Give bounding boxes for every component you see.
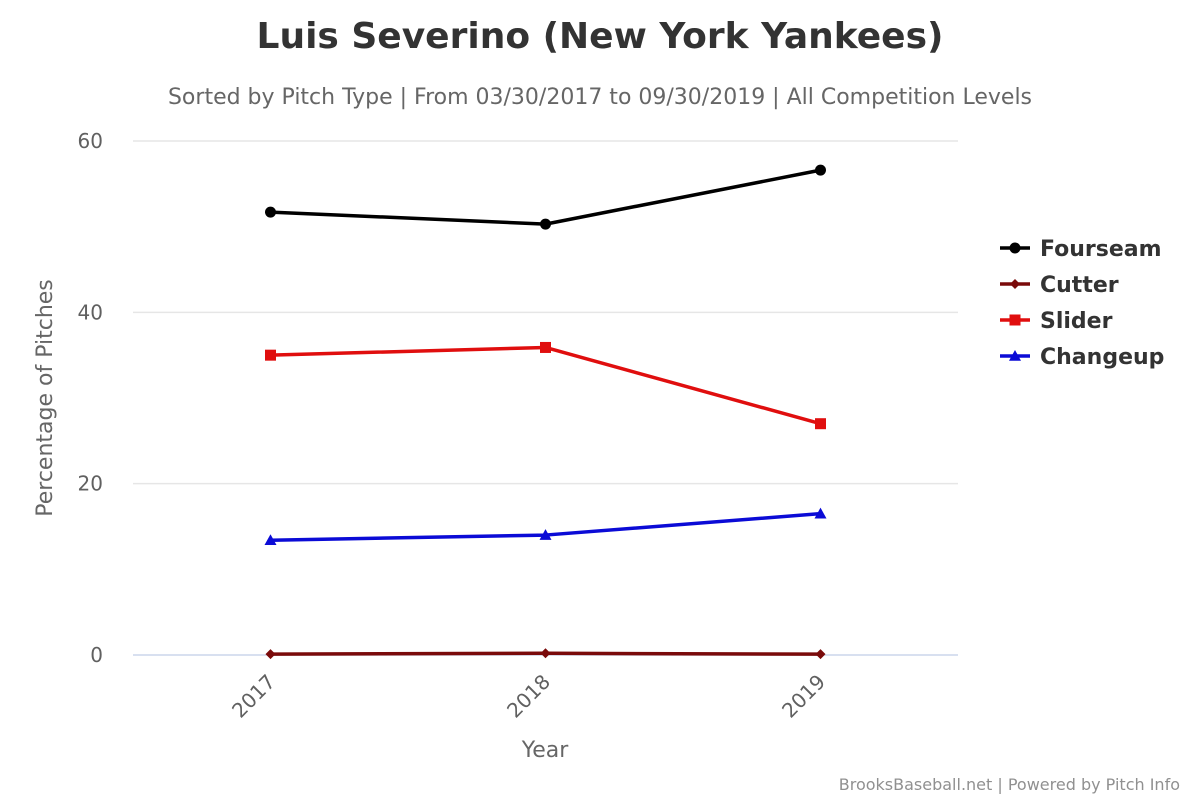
- grid-lines: [133, 140, 958, 656]
- data-point-slider: [540, 341, 551, 353]
- x-axis-ticks: 2017 2018 2019: [227, 670, 830, 723]
- data-point-changeup: [539, 529, 552, 540]
- series-line-fourseam: [268, 168, 823, 226]
- y-tick-label: 20: [78, 472, 103, 496]
- data-point-slider: [265, 349, 276, 361]
- data-point-cutter: [815, 649, 826, 660]
- data-point-fourseam: [265, 206, 276, 218]
- legend-label: Cutter: [1040, 273, 1119, 298]
- legend-marker: [1009, 314, 1021, 326]
- legend-item-slider[interactable]: Slider: [1000, 309, 1113, 334]
- y-tick-label: 40: [78, 300, 103, 324]
- legend-item-fourseam[interactable]: Fourseam: [1000, 237, 1162, 262]
- x-tick-label: 2019: [777, 670, 830, 723]
- x-axis-title: Year: [521, 738, 570, 763]
- legend-item-cutter[interactable]: Cutter: [1000, 273, 1119, 298]
- data-point-fourseam: [815, 164, 826, 176]
- series-group: [264, 164, 827, 660]
- series-line-slider: [268, 345, 823, 426]
- chart-title: Luis Severino (New York Yankees): [257, 16, 944, 57]
- legend-label: Fourseam: [1040, 237, 1162, 262]
- legend: Fourseam Cutter Slider Changeup: [1000, 237, 1164, 370]
- data-point-changeup: [814, 507, 827, 519]
- legend-label: Slider: [1040, 309, 1113, 334]
- data-point-fourseam: [540, 218, 551, 230]
- data-point-cutter: [265, 649, 276, 660]
- legend-item-changeup[interactable]: Changeup: [1000, 345, 1164, 370]
- x-tick-label: 2018: [502, 670, 555, 723]
- y-axis-title: Percentage of Pitches: [33, 279, 58, 517]
- x-tick-label: 2017: [227, 670, 280, 723]
- y-axis-ticks: 0 20 40 60: [78, 129, 103, 667]
- legend-marker: [1010, 279, 1020, 289]
- y-tick-label: 60: [78, 129, 103, 153]
- data-point-slider: [815, 418, 826, 430]
- legend-label: Changeup: [1040, 345, 1164, 370]
- credits: BrooksBaseball.net | Powered by Pitch In…: [839, 775, 1180, 794]
- legend-marker: [1009, 350, 1021, 361]
- y-tick-label: 0: [90, 643, 103, 667]
- series-slider: [265, 341, 826, 430]
- data-point-changeup: [264, 534, 277, 546]
- chart-subtitle: Sorted by Pitch Type | From 03/30/2017 t…: [168, 85, 1032, 110]
- series-changeup: [264, 507, 827, 546]
- legend-marker: [1009, 242, 1021, 254]
- series-fourseam: [265, 164, 826, 230]
- data-point-cutter: [540, 648, 551, 659]
- series-cutter: [265, 648, 826, 660]
